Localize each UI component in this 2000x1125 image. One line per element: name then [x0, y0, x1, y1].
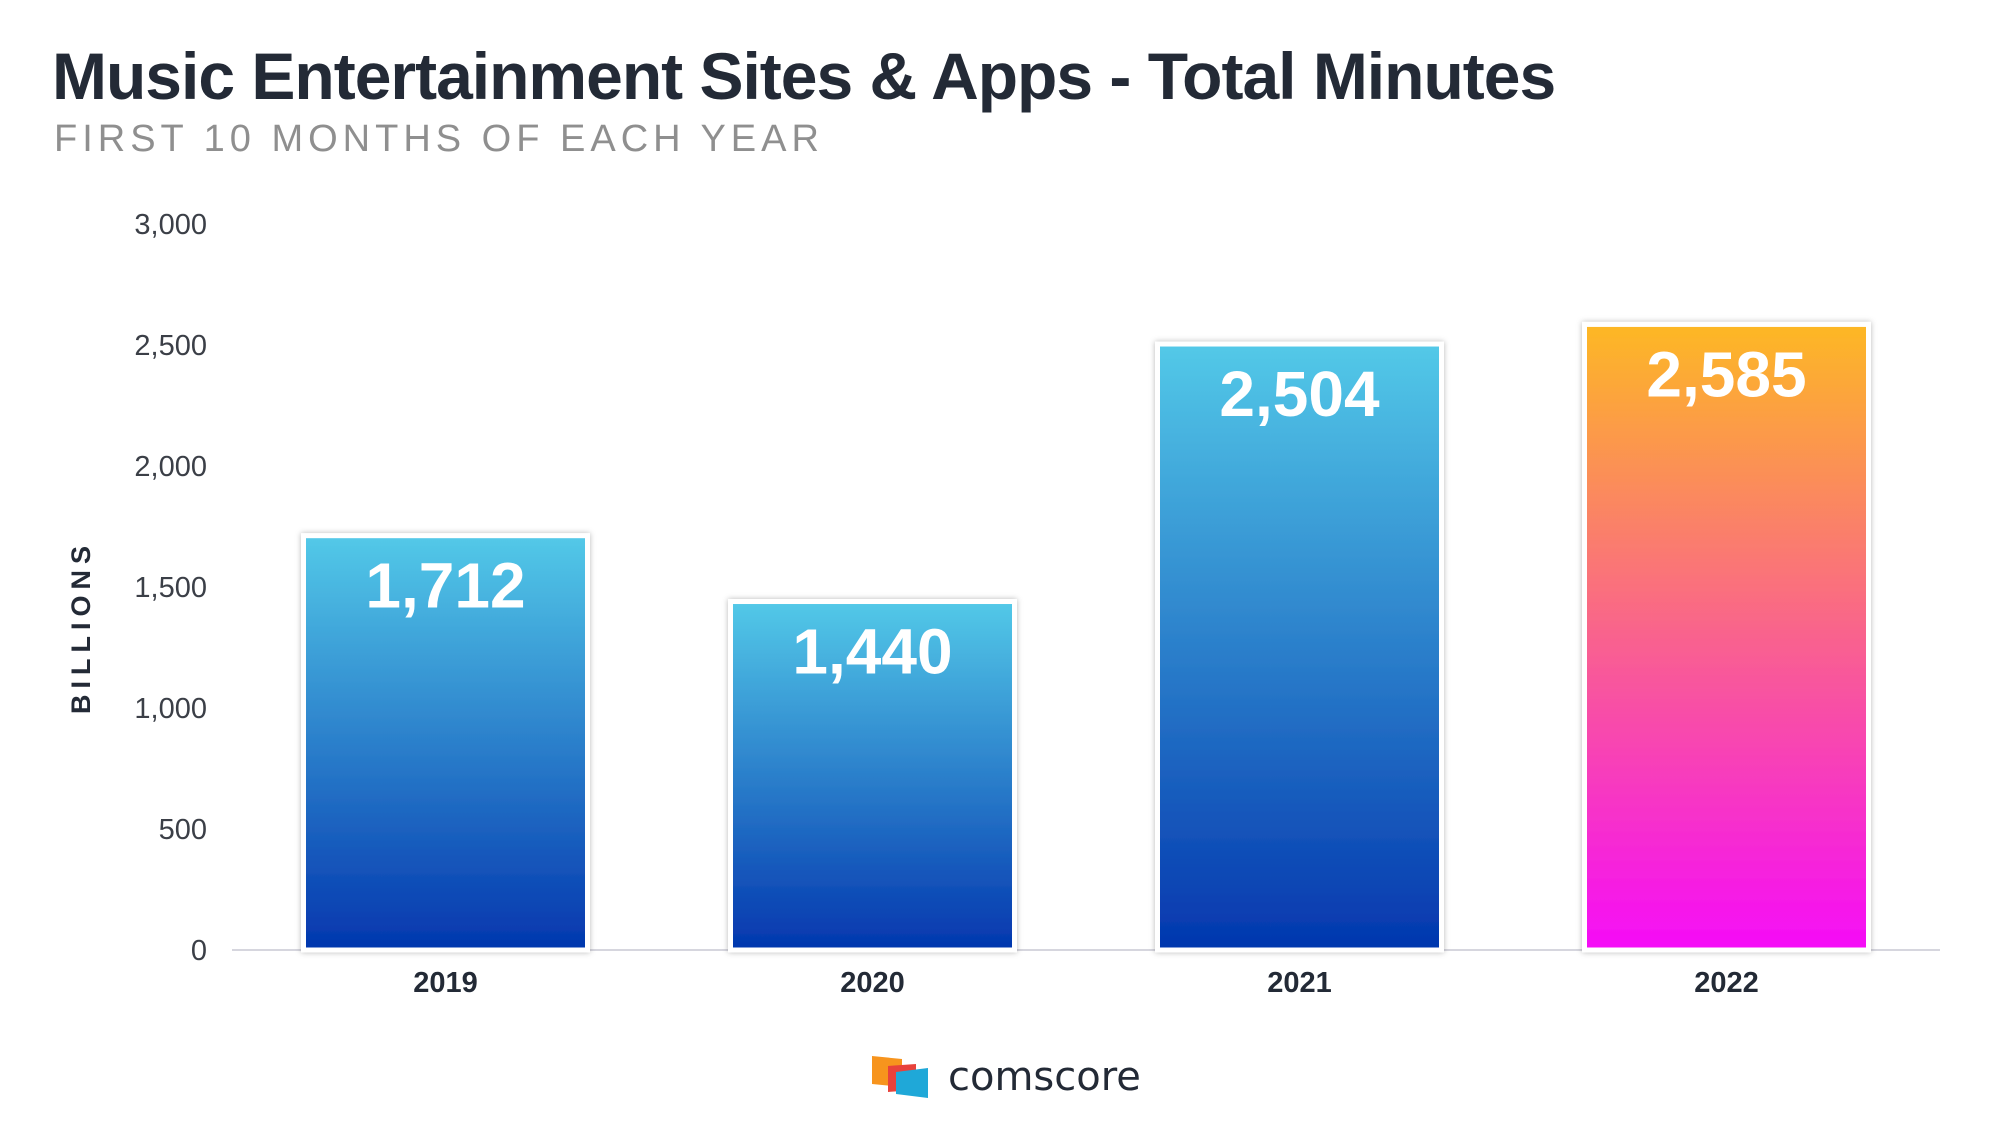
bar-2019: [301, 533, 590, 953]
y-tick-label: 2,000: [134, 451, 207, 483]
y-tick-label: 1,500: [134, 572, 207, 604]
bar-2022: [1582, 321, 1871, 953]
x-tick-label: 2019: [413, 967, 478, 999]
data-label: 2,585: [1646, 338, 1806, 410]
brand-name: comscore: [948, 1054, 1141, 1100]
y-tick-label: 3,000: [134, 209, 207, 241]
data-label: 1,712: [365, 550, 525, 622]
y-tick-label: 0: [191, 935, 207, 967]
bar-2021: [1155, 341, 1444, 953]
y-axis-title: BILLIONS: [66, 540, 96, 714]
chart-subtitle: FIRST 10 MONTHS OF EACH YEAR: [54, 118, 824, 160]
chart-title: Music Entertainment Sites & Apps - Total…: [52, 39, 1556, 113]
comscore-logo-icon: [872, 1056, 928, 1098]
bar-2020: [728, 599, 1017, 953]
x-tick-label: 2022: [1694, 967, 1759, 999]
x-tick-label: 2020: [840, 967, 905, 999]
comscore-logo: comscore: [872, 1052, 1141, 1102]
data-label: 2,504: [1219, 358, 1380, 430]
y-tick-label: 2,500: [134, 330, 207, 362]
y-tick-label: 1,000: [134, 693, 207, 725]
y-tick-label: 500: [159, 814, 207, 846]
data-label: 1,440: [792, 616, 952, 688]
x-tick-label: 2021: [1267, 967, 1332, 999]
